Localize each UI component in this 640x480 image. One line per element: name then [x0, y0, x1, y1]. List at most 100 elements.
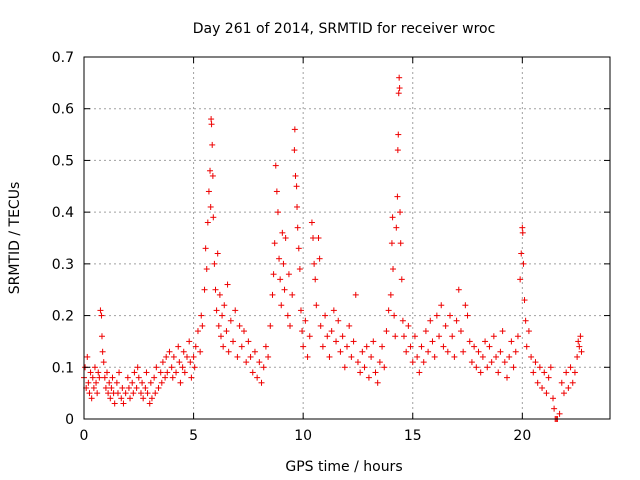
data-point [493, 353, 500, 360]
data-point [574, 353, 581, 360]
data-point [224, 281, 231, 288]
data-point [326, 353, 333, 360]
data-point [514, 333, 521, 340]
data-point [383, 328, 390, 335]
data-point [216, 291, 223, 298]
data-point [508, 338, 515, 345]
data-point [517, 276, 524, 283]
data-point [146, 400, 153, 407]
data-point [399, 317, 406, 324]
data-point [203, 266, 210, 273]
data-point [258, 379, 265, 386]
data-point [227, 317, 234, 324]
data-point [304, 353, 311, 360]
data-point [102, 384, 109, 391]
data-point [169, 374, 176, 381]
data-point [519, 224, 526, 231]
data-point [316, 255, 323, 262]
data-point [247, 353, 254, 360]
data-point [139, 379, 146, 386]
data-point [291, 126, 298, 133]
data-point [175, 343, 182, 350]
data-point [127, 395, 134, 402]
data-point [168, 364, 175, 371]
axis-ticks: 0 0.1 0.2 0.3 0.4 0.5 0.6 0.7 0 5 10 15 20 [52, 50, 610, 444]
data-point [144, 390, 151, 397]
x-axis-label: GPS time / hours [285, 459, 402, 475]
data-point [536, 364, 543, 371]
data-point [280, 260, 287, 267]
data-point [534, 379, 541, 386]
data-point [490, 333, 497, 340]
data-point [484, 364, 491, 371]
data-point [293, 183, 300, 190]
data-point [213, 307, 220, 314]
data-point [98, 312, 105, 319]
data-point [89, 374, 96, 381]
data-point [256, 359, 263, 366]
data-point [394, 147, 401, 154]
data-point [135, 374, 142, 381]
data-point [296, 266, 303, 273]
data-point [433, 312, 440, 319]
data-point [207, 203, 214, 210]
data-point [265, 353, 272, 360]
data-point [545, 374, 552, 381]
data-point [204, 219, 211, 226]
data-point [306, 333, 313, 340]
data-point [108, 384, 115, 391]
data-point [272, 162, 279, 169]
data-point [109, 374, 116, 381]
data-point [462, 302, 469, 309]
data-point [522, 317, 529, 324]
data-point [352, 291, 359, 298]
data-point [291, 147, 298, 154]
data-point [578, 348, 585, 355]
data-point [267, 322, 274, 329]
data-point [558, 379, 565, 386]
data-point [251, 348, 258, 355]
data-point [134, 364, 141, 371]
data-point [400, 333, 407, 340]
data-point [234, 353, 241, 360]
data-point [95, 369, 102, 376]
data-point [556, 410, 563, 417]
data-point [411, 333, 418, 340]
data-point [271, 240, 278, 247]
data-point [576, 343, 583, 350]
data-point [460, 348, 467, 355]
data-point [194, 328, 201, 335]
data-point [225, 348, 232, 355]
data-point [339, 333, 346, 340]
data-point [429, 338, 436, 345]
data-point [385, 307, 392, 314]
data-point [104, 369, 111, 376]
data-point [173, 369, 180, 376]
data-point [289, 291, 296, 298]
data-point [93, 379, 100, 386]
data-point [208, 121, 215, 128]
data-point [262, 343, 269, 350]
x-tick-label: 15 [404, 428, 422, 444]
data-point [344, 343, 350, 350]
data-point [565, 384, 572, 391]
data-point [179, 364, 186, 371]
data-point [539, 384, 546, 391]
data-point [158, 379, 165, 386]
data-point [86, 390, 93, 397]
data-point [418, 343, 425, 350]
data-point [294, 203, 301, 210]
data-point [122, 390, 129, 397]
y-tick-label: 0.3 [52, 257, 74, 273]
data-point [188, 374, 195, 381]
x-tick-label: 20 [513, 428, 531, 444]
data-points [81, 74, 585, 422]
data-point [279, 229, 286, 236]
data-point [87, 369, 94, 376]
data-point [269, 291, 276, 298]
data-point [575, 338, 582, 345]
data-point [148, 395, 155, 402]
data-point [120, 400, 127, 407]
data-point [210, 214, 217, 221]
data-point [157, 369, 164, 376]
